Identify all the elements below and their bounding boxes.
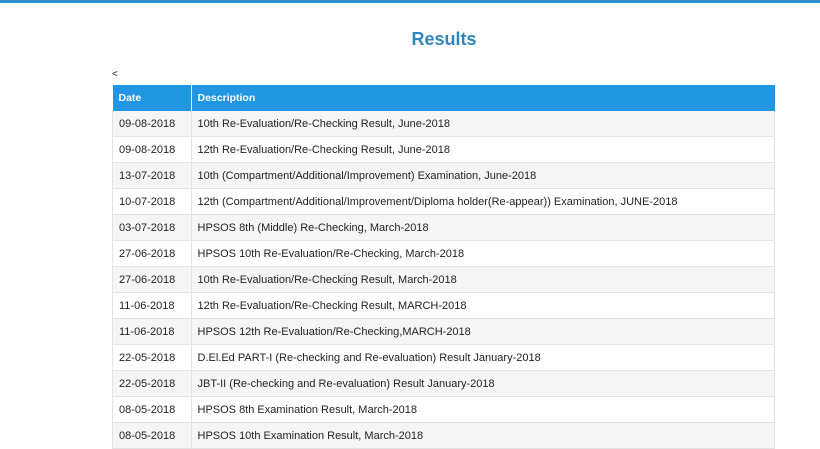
table-row: 09-08-2018 10th Re-Evaluation/Re-Checking… (112, 111, 775, 137)
row-description-link[interactable]: HPSOS 8th (Middle) Re-Checking, March-20… (190, 214, 775, 241)
row-description-link[interactable]: 10th Re-Evaluation/Re-Checking Result, M… (190, 266, 775, 293)
table-row: 09-08-2018 12th Re-Evaluation/Re-Checking… (112, 136, 775, 163)
row-date: 22-05-2018 (112, 344, 192, 371)
row-description-link[interactable]: HPSOS 10th Re-Evaluation/Re-Checking, Ma… (190, 240, 775, 267)
row-date: 11-06-2018 (112, 292, 192, 319)
table-row: 08-05-2018 HPSOS 10th Examination Result,… (112, 422, 775, 449)
row-date: 08-05-2018 (112, 396, 192, 423)
table-row: 13-07-2018 10th (Compartment/Additional/I… (112, 162, 775, 189)
row-date: 22-05-2018 (112, 370, 192, 397)
table-row: 22-05-2018 JBT-II (Re-checking and Re-eva… (112, 370, 775, 397)
table-row: 27-06-2018 10th Re-Evaluation/Re-Checking… (112, 266, 775, 293)
table-header-row: Date Description (112, 85, 775, 111)
top-accent-bar (0, 0, 820, 3)
column-header-date: Date (112, 85, 192, 111)
table-row: 08-05-2018 HPSOS 8th Examination Result, … (112, 396, 775, 423)
table-row: 22-05-2018 D.El.Ed PART-I (Re-checking an… (112, 344, 775, 371)
row-description-link[interactable]: HPSOS 10th Examination Result, March-201… (190, 422, 775, 449)
row-description-link[interactable]: 10th Re-Evaluation/Re-Checking Result, J… (190, 111, 775, 137)
table-row: 27-06-2018 HPSOS 10th Re-Evaluation/Re-Ch… (112, 240, 775, 267)
table-row: 11-06-2018 12th Re-Evaluation/Re-Checking… (112, 292, 775, 319)
table-row: 11-06-2018 HPSOS 12th Re-Evaluation/Re-Ch… (112, 318, 775, 345)
table-row: 03-07-2018 HPSOS 8th (Middle) Re-Checking… (112, 214, 775, 241)
table-row: 10-07-2018 12th (Compartment/Additional/I… (112, 188, 775, 215)
results-table: Date Description 09-08-2018 10th Re-Evalu… (112, 85, 775, 449)
back-link[interactable]: < (112, 69, 118, 80)
row-description-link[interactable]: JBT-II (Re-checking and Re-evaluation) R… (190, 370, 775, 397)
row-description-link[interactable]: 12th Re-Evaluation/Re-Checking Result, J… (190, 136, 775, 163)
row-description-link[interactable]: D.El.Ed PART-I (Re-checking and Re-evalu… (190, 344, 775, 371)
row-date: 08-05-2018 (112, 422, 192, 449)
row-date: 10-07-2018 (112, 188, 192, 215)
row-date: 13-07-2018 (112, 162, 192, 189)
row-description-link[interactable]: 12th (Compartment/Additional/Improvement… (190, 188, 775, 215)
row-date: 27-06-2018 (112, 240, 192, 267)
row-date: 09-08-2018 (112, 111, 192, 137)
row-date: 03-07-2018 (112, 214, 192, 241)
row-description-link[interactable]: HPSOS 8th Examination Result, March-2018 (190, 396, 775, 423)
row-date: 27-06-2018 (112, 266, 192, 293)
row-description-link[interactable]: HPSOS 12th Re-Evaluation/Re-Checking,MAR… (190, 318, 775, 345)
row-description-link[interactable]: 10th (Compartment/Additional/Improvement… (190, 162, 775, 189)
row-date: 11-06-2018 (112, 318, 192, 345)
row-date: 09-08-2018 (112, 136, 192, 163)
row-description-link[interactable]: 12th Re-Evaluation/Re-Checking Result, M… (190, 292, 775, 319)
page-title: Results (411, 29, 477, 49)
column-header-description: Description (191, 85, 775, 111)
